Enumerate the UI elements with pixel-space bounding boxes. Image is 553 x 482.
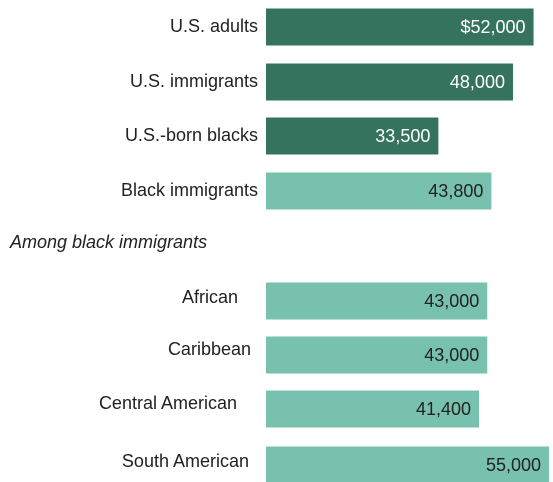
- category-label: U.S. adults: [170, 16, 258, 36]
- category-label: U.S.-born blacks: [125, 125, 258, 145]
- bar: [266, 172, 492, 210]
- category-label: Caribbean: [168, 339, 251, 359]
- value-label: 43,800: [428, 181, 483, 201]
- bar: [266, 8, 534, 46]
- bar: [266, 282, 488, 320]
- value-label: 48,000: [450, 72, 505, 92]
- category-label: South American: [122, 451, 249, 471]
- value-label: 55,000: [486, 455, 541, 475]
- value-label: 43,000: [424, 345, 479, 365]
- category-label: Black immigrants: [121, 180, 258, 200]
- bar: [266, 117, 439, 155]
- category-label: Central American: [99, 393, 237, 413]
- category-label: African: [182, 287, 238, 307]
- category-label: U.S. immigrants: [130, 71, 258, 91]
- value-label: 41,400: [416, 399, 471, 419]
- bar: [266, 390, 480, 428]
- bar: [266, 446, 549, 482]
- value-label: 33,500: [375, 126, 430, 146]
- value-label: $52,000: [460, 17, 525, 37]
- bar: [266, 63, 513, 101]
- bar: [266, 336, 488, 374]
- group-heading: Among black immigrants: [9, 232, 207, 252]
- value-label: 43,000: [424, 291, 479, 311]
